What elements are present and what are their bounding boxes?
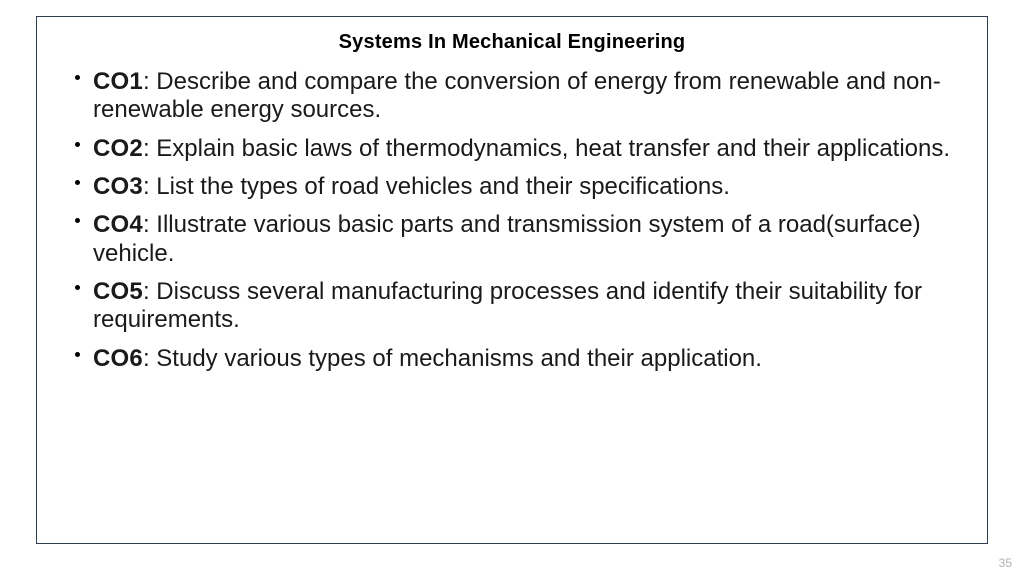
co-text: : List the types of road vehicles and th… [143,173,730,200]
co-text: : Study various types of mechanisms and … [143,345,762,372]
slide-frame: Systems In Mechanical Engineering CO1: D… [36,16,988,544]
list-item: CO3: List the types of road vehicles and… [71,173,953,201]
co-text: : Discuss several manufacturing processe… [93,278,922,333]
co-label: CO6 [93,345,143,372]
list-item: CO4: Illustrate various basic parts and … [71,211,953,268]
co-label: CO1 [93,68,143,95]
page-number: 35 [999,556,1012,570]
co-label: CO4 [93,211,143,238]
co-label: CO3 [93,173,143,200]
list-item: CO2: Explain basic laws of thermodynamic… [71,135,953,163]
course-outcomes-list: CO1: Describe and compare the conversion… [71,68,953,373]
list-item: CO1: Describe and compare the conversion… [71,68,953,125]
slide-title: Systems In Mechanical Engineering [71,31,953,54]
list-item: CO5: Discuss several manufacturing proce… [71,278,953,335]
co-text: : Explain basic laws of thermodynamics, … [143,135,950,162]
list-item: CO6: Study various types of mechanisms a… [71,345,953,373]
co-text: : Illustrate various basic parts and tra… [93,211,921,266]
co-text: : Describe and compare the conversion of… [93,68,941,123]
co-label: CO5 [93,278,143,305]
co-label: CO2 [93,135,143,162]
